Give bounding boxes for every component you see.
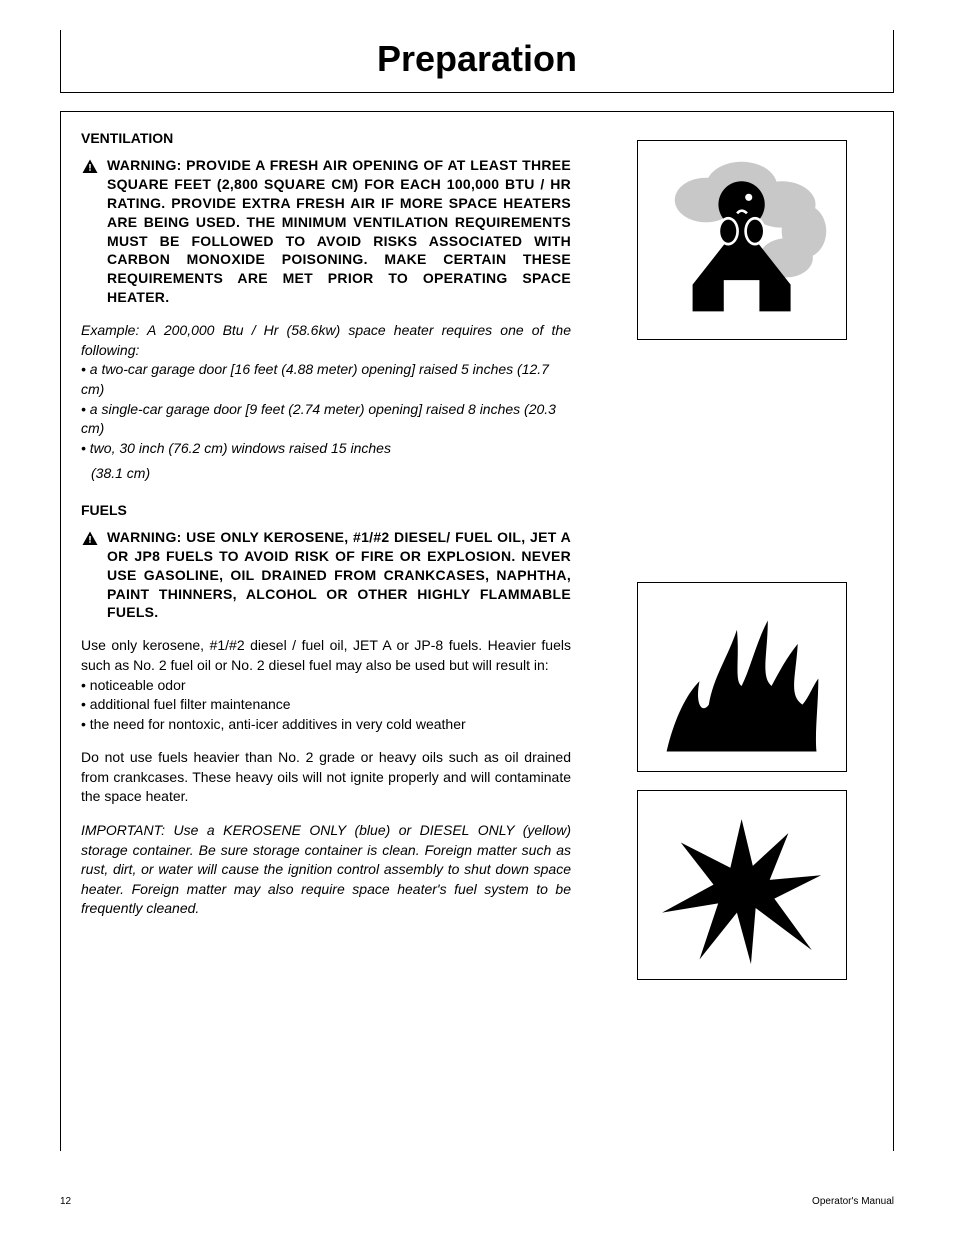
ventilation-warning-text: WARNING: PROVIDE A FRESH AIR OPENING OF … xyxy=(107,156,571,307)
fuels-bullet-1: additional fuel filter maintenance xyxy=(81,695,571,715)
example-intro: Example: A 200,000 Btu / Hr (58.6kw) spa… xyxy=(81,321,571,360)
right-column xyxy=(611,130,873,1151)
fuels-bullet-0: noticeable odor xyxy=(81,676,571,696)
warning-triangle-icon xyxy=(81,156,101,307)
fuels-heading: FUELS xyxy=(81,502,571,518)
fuels-warning-text: WARNING: USE ONLY KEROSENE, #1/#2 DIESEL… xyxy=(107,528,571,622)
suffocation-icon xyxy=(637,140,847,340)
fuels-body1: Use only kerosene, #1/#2 diesel / fuel o… xyxy=(81,636,571,734)
fuels-body2: Do not use fuels heavier than No. 2 grad… xyxy=(81,748,571,807)
content-frame: VENTILATION WARNING: PROVIDE A FRESH AIR… xyxy=(60,111,894,1151)
title-box: Preparation xyxy=(60,30,894,93)
fuels-important: IMPORTANT: Use a KEROSENE ONLY (blue) or… xyxy=(81,821,571,919)
explosion-icon xyxy=(637,790,847,980)
left-column: VENTILATION WARNING: PROVIDE A FRESH AIR… xyxy=(81,130,571,1151)
fire-icon xyxy=(637,582,847,772)
page-footer: 12 Operator's Manual xyxy=(60,1196,894,1207)
fuels-bullet-2: the need for nontoxic, anti-icer additiv… xyxy=(81,715,571,735)
ventilation-warning-block: WARNING: PROVIDE A FRESH AIR OPENING OF … xyxy=(81,156,571,307)
page-number: 12 xyxy=(60,1196,71,1207)
fuels-body1-text: Use only kerosene, #1/#2 diesel / fuel o… xyxy=(81,636,571,675)
warning-triangle-icon xyxy=(81,528,101,622)
example-tail: (38.1 cm) xyxy=(81,464,571,484)
example-bullet-0: a two-car garage door [16 feet (4.88 met… xyxy=(81,360,571,399)
page-title: Preparation xyxy=(61,38,893,80)
example-bullet-1: a single-car garage door [9 feet (2.74 m… xyxy=(81,400,571,439)
example-bullet-2: two, 30 inch (76.2 cm) windows raised 15… xyxy=(81,439,571,459)
fuels-warning-block: WARNING: USE ONLY KEROSENE, #1/#2 DIESEL… xyxy=(81,528,571,622)
ventilation-heading: VENTILATION xyxy=(81,130,571,146)
ventilation-example: Example: A 200,000 Btu / Hr (58.6kw) spa… xyxy=(81,321,571,484)
footer-right: Operator's Manual xyxy=(812,1196,894,1207)
